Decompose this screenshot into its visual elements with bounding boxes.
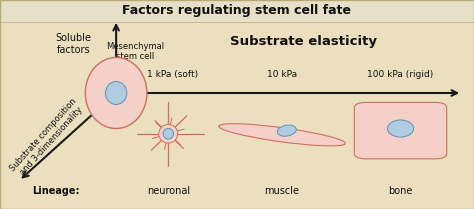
Text: Substrate composition
and 3-dimensionality: Substrate composition and 3-dimensionali… <box>9 96 86 180</box>
Text: neuronal: neuronal <box>147 186 190 196</box>
Ellipse shape <box>159 124 178 143</box>
Ellipse shape <box>105 82 127 104</box>
Text: Lineage:: Lineage: <box>32 186 80 196</box>
Text: bone: bone <box>388 186 413 196</box>
Text: 100 kPa (rigid): 100 kPa (rigid) <box>367 70 434 79</box>
Ellipse shape <box>277 125 296 136</box>
Text: 10 kPa: 10 kPa <box>267 70 297 79</box>
Text: muscle: muscle <box>264 186 300 196</box>
Text: Mesenchymal
stem cell: Mesenchymal stem cell <box>106 42 164 61</box>
Ellipse shape <box>85 57 147 129</box>
Ellipse shape <box>163 129 173 139</box>
Text: Factors regulating stem cell fate: Factors regulating stem cell fate <box>122 4 352 17</box>
Text: Soluble
factors: Soluble factors <box>55 33 91 55</box>
Text: Substrate elasticity: Substrate elasticity <box>230 35 377 48</box>
Ellipse shape <box>219 124 346 146</box>
Text: 1 kPa (soft): 1 kPa (soft) <box>147 70 199 79</box>
FancyBboxPatch shape <box>354 102 447 159</box>
FancyBboxPatch shape <box>0 0 474 22</box>
Ellipse shape <box>387 120 413 137</box>
